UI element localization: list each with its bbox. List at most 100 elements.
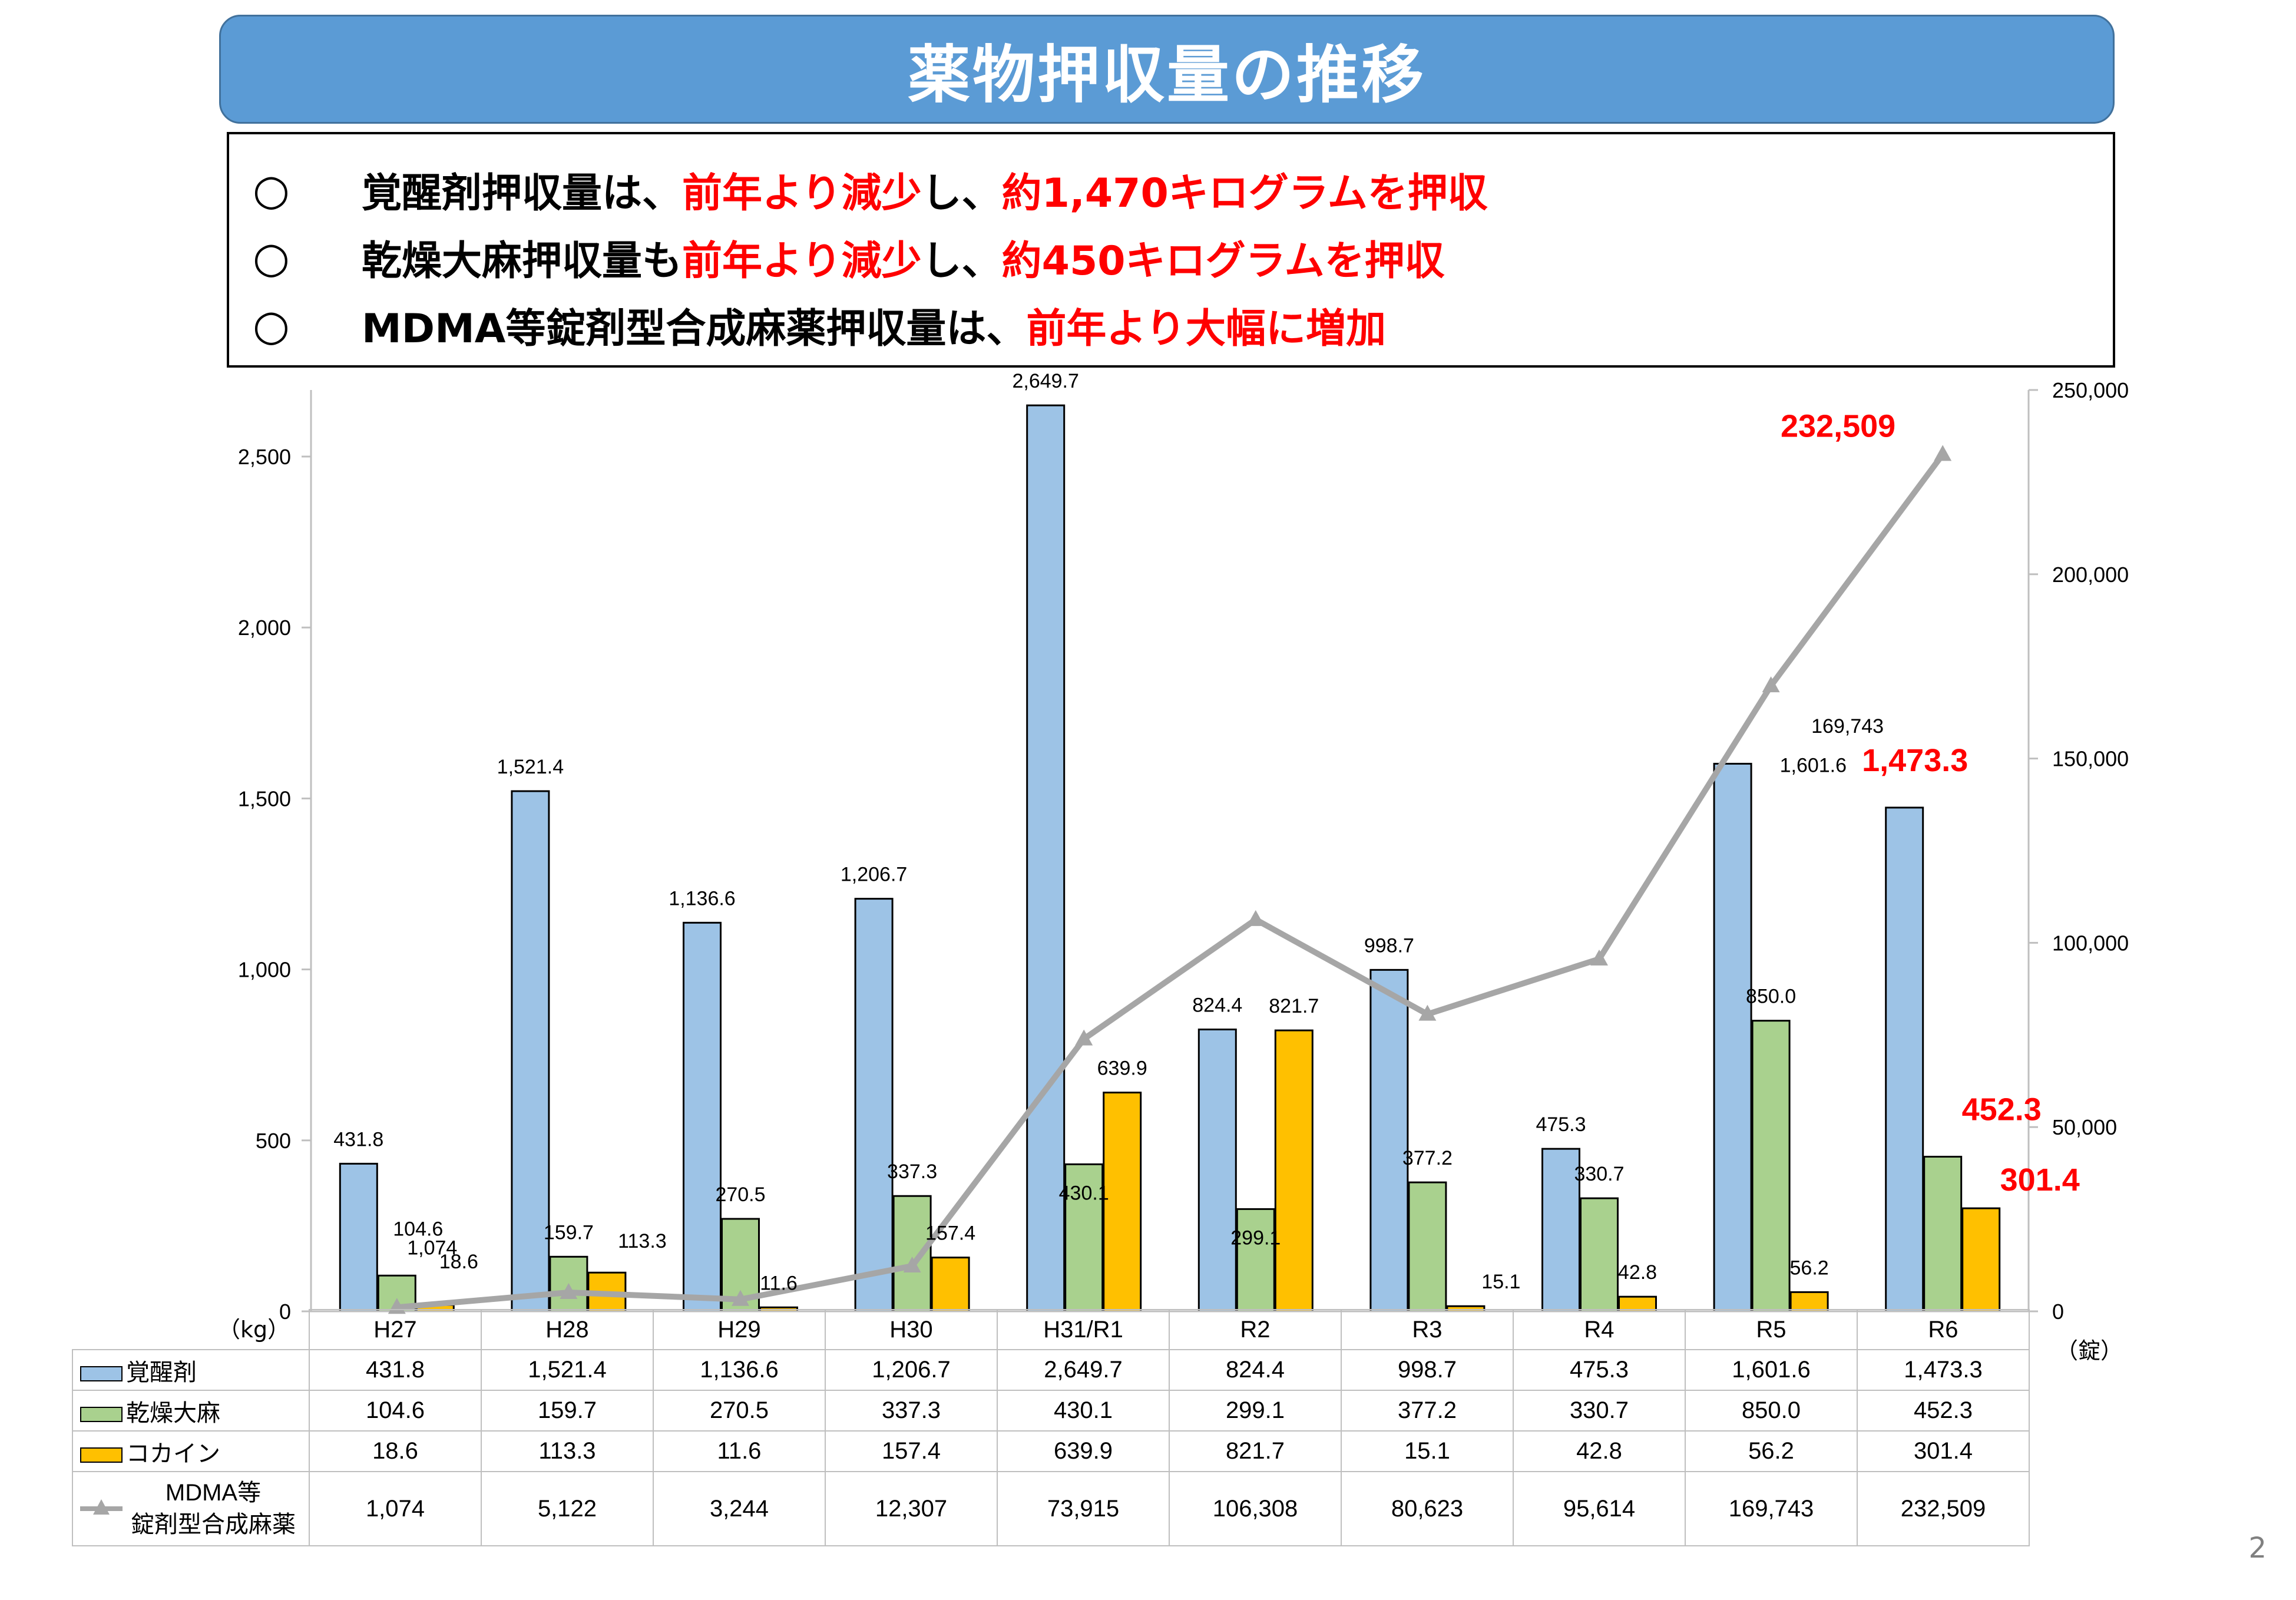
left-tick-label: 1,500 [238, 786, 291, 811]
table-cell: 377.2 [1341, 1390, 1514, 1432]
left-tick-label: 2,500 [238, 445, 291, 469]
table-header-cell: H29 [653, 1309, 826, 1350]
data-label: 169,743 [1811, 715, 1884, 738]
left-tick-label: 500 [256, 1129, 291, 1153]
data-label: 299.1 [1230, 1227, 1281, 1249]
summary-text: し、 [921, 170, 1002, 217]
left-tick-label: 1,000 [238, 958, 291, 982]
data-label: 270.5 [715, 1184, 765, 1206]
table-cell: 330.7 [1513, 1390, 1686, 1432]
table-cell: 850.0 [1685, 1390, 1858, 1432]
bar-コカイン [931, 1257, 970, 1313]
summary-highlight: 約450キログラムを押収 [1001, 238, 1445, 285]
bar-覚醒剤 [339, 1162, 378, 1313]
bullet-icon: ○ [253, 232, 290, 282]
table-header-cell: R6 [1857, 1309, 2030, 1350]
data-label: 452.3 [1962, 1092, 2042, 1127]
table-cell: 73,915 [997, 1471, 1170, 1546]
table-cell: 430.1 [997, 1390, 1170, 1432]
table-cell: 157.4 [825, 1430, 998, 1472]
table-cell: 56.2 [1685, 1430, 1858, 1472]
bar-コカイン [1961, 1207, 2001, 1313]
table-cell: 998.7 [1341, 1349, 1514, 1391]
legend-line-marker-icon [80, 1499, 123, 1515]
bar-覚醒剤 [511, 790, 550, 1313]
bar-乾燥大麻 [1751, 1020, 1791, 1313]
table-cell: 159.7 [481, 1390, 654, 1432]
bar-乾燥大麻 [1580, 1197, 1619, 1313]
legend-mdma: MDMA等 錠剤型合成麻薬 [72, 1471, 310, 1546]
legend-swatch-blue [80, 1366, 123, 1381]
summary-highlight: 前年より大幅に増加 [1026, 306, 1387, 352]
legend-label: コカイン [126, 1440, 220, 1467]
summary-highlight: 約1,470キログラムを押収 [1001, 170, 1488, 217]
bar-乾燥大麻 [1408, 1181, 1447, 1313]
table-cell: 475.3 [1513, 1349, 1686, 1391]
table-header-cell: R3 [1341, 1309, 1514, 1350]
legend-label: 錠剤型合成麻薬 [131, 1512, 296, 1538]
summary-text: し、 [921, 238, 1002, 285]
data-label: 1,206.7 [841, 864, 907, 886]
right-tick-label: 200,000 [2052, 563, 2129, 587]
data-label: 15.1 [1481, 1271, 1520, 1293]
data-label: 1,473.3 [1862, 743, 1968, 778]
table-header-cell: H30 [825, 1309, 998, 1350]
table-cell: 15.1 [1341, 1430, 1514, 1472]
table-cell: 12,307 [825, 1471, 998, 1546]
summary-line-1: ○ 覚醒剤押収量は、 前年より減少 し、 約1,470キログラムを押収 [253, 156, 2113, 223]
legend-label: 乾燥大麻 [126, 1400, 220, 1426]
data-label: 431.8 [333, 1128, 383, 1151]
legend-cocaine: コカイン [72, 1430, 310, 1472]
data-label: 1,601.6 [1780, 754, 1847, 776]
table-cell: 1,601.6 [1685, 1349, 1858, 1391]
summary-highlight: 前年より減少 [682, 170, 922, 217]
data-label: 821.7 [1269, 995, 1319, 1017]
legend-stimulants: 覚醒剤 [72, 1349, 310, 1391]
mdma-point-marker [1246, 910, 1265, 926]
bar-乾燥大麻 [1236, 1208, 1275, 1313]
data-label: 11.6 [760, 1272, 798, 1294]
data-label: 1,521.4 [497, 756, 564, 778]
summary-text: 覚醒剤押収量は、 [362, 170, 683, 217]
data-label: 337.3 [887, 1161, 937, 1183]
mdma-point-marker [1418, 1004, 1437, 1021]
summary-box: ○ 覚醒剤押収量は、 前年より減少 し、 約1,470キログラムを押収 ○ 乾燥大麻押… [227, 132, 2115, 368]
bar-乾燥大麻 [1923, 1155, 1963, 1313]
table-cell: 2,649.7 [997, 1349, 1170, 1391]
table-cell: 104.6 [309, 1390, 482, 1432]
legend-label: 覚醒剤 [126, 1359, 197, 1386]
bar-覚醒剤 [1026, 404, 1066, 1313]
data-label: 330.7 [1574, 1163, 1624, 1185]
mdma-point-marker [1934, 445, 1952, 461]
data-label: 850.0 [1746, 986, 1796, 1008]
data-label: 157.4 [925, 1222, 975, 1245]
page-title: 薬物押収量の推移 [908, 38, 1426, 111]
summary-text: MDMA等錠剤型合成麻薬押収量は、 [362, 306, 1027, 352]
table-cell: 431.8 [309, 1349, 482, 1391]
table-cell: 42.8 [1513, 1430, 1686, 1472]
table-cell: 1,206.7 [825, 1349, 998, 1391]
data-label: 1,074 [407, 1237, 457, 1259]
right-tick-label: 150,000 [2052, 747, 2129, 771]
summary-line-3: ○ MDMA等錠剤型合成麻薬押収量は、 前年より大幅に増加 [253, 291, 2113, 359]
table-cell: 95,614 [1513, 1471, 1686, 1546]
right-tick-label: 250,000 [2052, 378, 2129, 402]
table-cell: 337.3 [825, 1390, 998, 1432]
data-label: 824.4 [1192, 994, 1242, 1017]
left-tick-label: 2,000 [238, 616, 291, 640]
mdma-point-marker [560, 1282, 578, 1299]
legend-swatch-orange [80, 1447, 123, 1463]
mdma-point-marker [1590, 949, 1608, 966]
data-label: 113.3 [618, 1230, 667, 1252]
table-cell: 3,244 [653, 1471, 826, 1546]
table-cell: 5,122 [481, 1471, 654, 1546]
table-cell: 232,509 [1857, 1471, 2030, 1546]
bullet-icon: ○ [253, 164, 290, 214]
table-header-cell: H28 [481, 1309, 654, 1350]
table-cell: 639.9 [997, 1430, 1170, 1472]
bar-覚醒剤 [1885, 806, 1924, 1313]
data-label: 2,649.7 [1012, 370, 1078, 392]
summary-line-2: ○ 乾燥大麻押収量も 前年より減少 し、 約450キログラムを押収 [253, 223, 2113, 291]
table-cell: 452.3 [1857, 1390, 2030, 1432]
table-cell: 301.4 [1857, 1430, 2030, 1472]
